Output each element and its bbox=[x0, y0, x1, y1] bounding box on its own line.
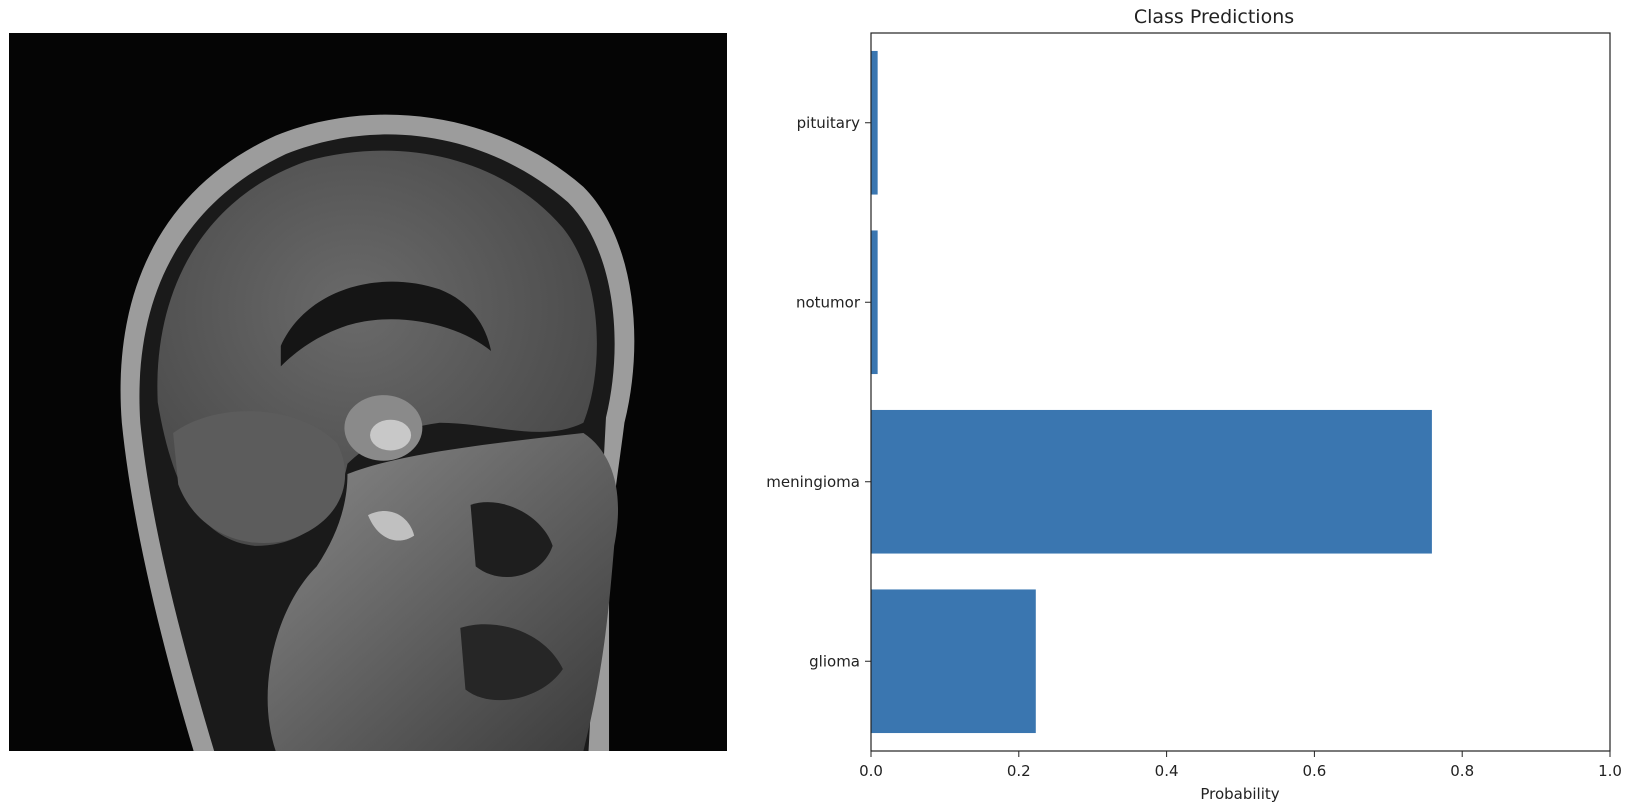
chart-title: Class Predictions bbox=[1134, 6, 1294, 28]
bar-notumor bbox=[871, 230, 878, 375]
plot-frame bbox=[870, 32, 1611, 752]
x-tick-label: 1.0 bbox=[1598, 762, 1622, 780]
ticks-layer: glioma meningioma notumor pituitary 0.0 0.2 0.… bbox=[766, 114, 1622, 780]
y-tick-label-notumor: notumor bbox=[796, 293, 861, 311]
y-tick-label-glioma: glioma bbox=[809, 652, 860, 670]
bar-meningioma bbox=[871, 409, 1432, 554]
y-tick-label-meningioma: meningioma bbox=[766, 473, 860, 491]
x-axis-title: Probability bbox=[1200, 785, 1279, 803]
mri-scan-image bbox=[9, 33, 727, 751]
bar-glioma bbox=[871, 589, 1036, 734]
y-tick-label-pituitary: pituitary bbox=[797, 114, 860, 132]
x-tick-label: 0.2 bbox=[1007, 762, 1031, 780]
bars-layer bbox=[871, 50, 1432, 734]
x-tick-label: 0.0 bbox=[859, 762, 883, 780]
mri-brain-scan-icon bbox=[9, 33, 727, 751]
bar-pituitary bbox=[871, 50, 878, 195]
x-tick-label: 0.6 bbox=[1302, 762, 1326, 780]
x-tick-label: 0.8 bbox=[1450, 762, 1474, 780]
x-tick-label: 0.4 bbox=[1155, 762, 1179, 780]
